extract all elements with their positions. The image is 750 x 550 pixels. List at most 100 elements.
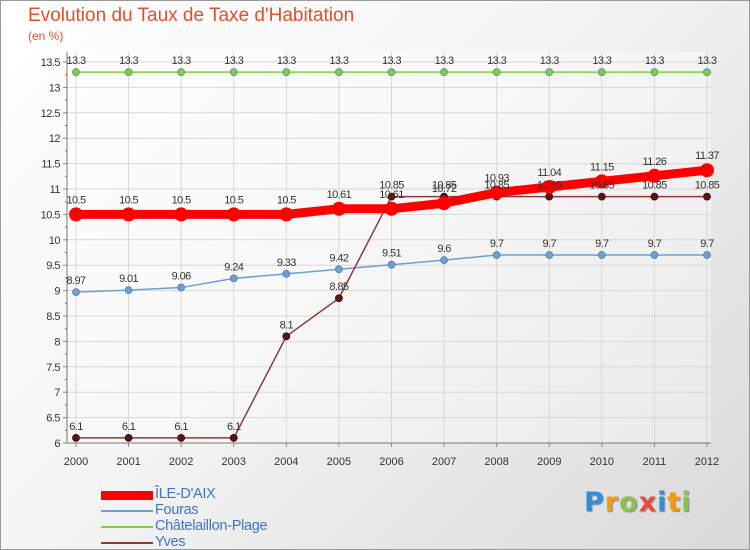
logo-letter: i: [681, 487, 692, 518]
data-point: [335, 265, 343, 274]
y-tick-label: 11: [50, 184, 61, 196]
data-label: 13.3: [119, 55, 138, 67]
data-point: [542, 179, 557, 194]
data-label: 10.5: [119, 194, 138, 206]
data-label: 13.3: [592, 55, 611, 67]
data-label: 9.51: [382, 248, 401, 260]
y-tick-label: 7: [54, 387, 60, 399]
logo-letter: i: [657, 487, 668, 518]
data-point: [177, 68, 186, 77]
logo-letter: r: [604, 487, 620, 518]
data-label: 10.85: [432, 180, 457, 192]
data-point: [440, 68, 448, 77]
data-point: [124, 434, 133, 442]
data-label: 10.85: [590, 180, 615, 192]
y-tick-label: 7.5: [46, 362, 60, 374]
legend-label: Yves: [155, 534, 186, 550]
data-label: 11.15: [590, 161, 614, 173]
data-point: [72, 68, 80, 77]
chart-title: Evolution du Taux de Taxe d'Habitation: [28, 5, 355, 26]
data-label: 10.85: [537, 180, 562, 192]
data-label: 9.01: [119, 273, 138, 285]
data-label: 13.3: [224, 55, 243, 67]
data-label: 13.3: [329, 55, 348, 67]
data-label: 10.5: [277, 194, 296, 206]
data-point: [703, 251, 711, 259]
data-label: 13.3: [645, 55, 664, 67]
data-label: 9.7: [595, 238, 609, 250]
grid: [67, 52, 711, 444]
data-label: 9.6: [437, 243, 451, 255]
data-label: 13.3: [66, 55, 85, 67]
y-tick-label: 12: [49, 133, 61, 145]
logo-letter: o: [619, 487, 639, 518]
data-label: 13.3: [487, 55, 506, 67]
logo-letter: x: [638, 487, 658, 518]
data-point: [387, 192, 396, 201]
data-label: 10.85: [642, 180, 667, 192]
data-point: [282, 269, 291, 278]
data-point: [700, 163, 714, 178]
data-label: 8.85: [329, 281, 348, 293]
data-point: [545, 251, 554, 259]
y-tick-label: 12.5: [41, 108, 61, 120]
data-point: [597, 192, 606, 201]
data-point: [177, 283, 186, 292]
x-tick-label: 2000: [64, 456, 88, 468]
data-point: [121, 207, 136, 222]
data-label: 6.1: [69, 421, 83, 433]
data-point: [124, 68, 133, 77]
x-tick-label: 2002: [169, 456, 193, 468]
y-tick-label: 9.5: [46, 260, 60, 272]
legend-label: ÎLE-D'AIX: [155, 486, 216, 502]
data-label: 9.42: [329, 252, 348, 264]
data-point: [440, 256, 448, 265]
data-label: 6.1: [122, 421, 136, 433]
data-point: [594, 174, 609, 189]
y-tick-label: 8.5: [46, 311, 60, 323]
data-point: [177, 434, 186, 442]
axes: 6 6.5 7 7.5 8 8.5 9 9.5 10 10.5 11 11.5 12 12.5 13 13.5…: [41, 52, 719, 468]
x-tick-label: 2008: [484, 456, 508, 468]
data-point: [650, 251, 659, 259]
data-label: 10.61: [379, 189, 404, 201]
data-point: [703, 68, 711, 77]
proxiti-logo: Proxiti: [584, 487, 692, 518]
data-point: [226, 207, 241, 222]
x-tick-label: 2009: [537, 456, 561, 468]
x-tick-label: 2005: [327, 456, 351, 468]
data-label: 13.3: [540, 55, 559, 67]
data-label: 9.7: [700, 238, 714, 250]
y-tick-label: 13.5: [41, 57, 61, 69]
legend-swatch: [101, 490, 153, 500]
data-point: [647, 168, 662, 183]
data-labels: 13.3 13.3 13.3 13.3 13.3 13.3 13.3 13.3 13.3 13.3…: [66, 55, 720, 433]
y-tick-label: 6.5: [46, 413, 60, 425]
data-point: [650, 68, 659, 77]
data-point: [229, 434, 238, 442]
data-label: 9.06: [172, 271, 191, 283]
data-label: 8.97: [66, 275, 85, 287]
x-tick-label: 2007: [432, 456, 456, 468]
legend-item: Yves: [101, 534, 321, 550]
y-tick-label: 11.5: [41, 159, 60, 171]
x-tick-label: 2012: [695, 456, 719, 468]
y-tick-label: 13: [49, 82, 61, 94]
data-label: 6.1: [227, 421, 241, 433]
legend-swatch: [101, 542, 153, 544]
data-label: 13.3: [382, 55, 401, 67]
data-point: [229, 68, 238, 77]
legend-swatch: [101, 526, 153, 528]
data-point: [545, 68, 554, 77]
data-label: 10.72: [432, 183, 457, 195]
y-tick-label: 10.5: [41, 209, 61, 221]
legend-item: Châtelaillon-Plage: [101, 518, 321, 535]
x-tick-label: 2006: [379, 456, 403, 468]
data-point: [489, 185, 504, 200]
data-point: [69, 207, 83, 222]
data-label: 13.3: [697, 55, 716, 67]
legend-item: Fouras: [101, 502, 321, 519]
data-point: [174, 207, 189, 222]
data-point: [492, 251, 501, 259]
